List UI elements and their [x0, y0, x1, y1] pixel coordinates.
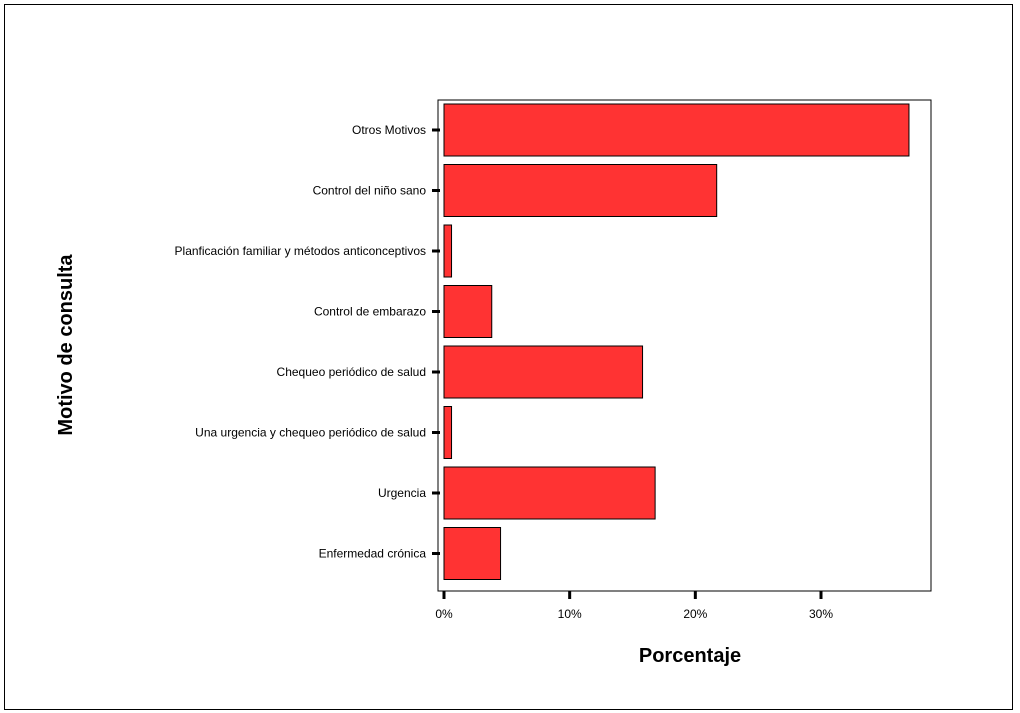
- bar: [443, 406, 453, 459]
- category-label: Urgencia: [378, 486, 426, 500]
- x-tick-label: 0%: [435, 607, 453, 621]
- category-label: Una urgencia y chequeo periódico de salu…: [195, 426, 426, 440]
- bar: [443, 164, 718, 217]
- bar: [443, 285, 493, 338]
- bar: [443, 527, 502, 580]
- category-label: Planficación familiar y métodos anticonc…: [175, 244, 426, 258]
- category-label: Control de embarazo: [314, 305, 426, 319]
- category-label: Control del niño sano: [313, 184, 427, 198]
- x-tick-label: 30%: [809, 607, 833, 621]
- bar: [443, 466, 656, 520]
- category-label: Enfermedad crónica: [319, 547, 427, 561]
- bar: [443, 224, 453, 278]
- category-label: Otros Motivos: [352, 123, 426, 137]
- category-label: Chequeo periódico de salud: [277, 365, 426, 379]
- y-axis-title: Motivo de consulta: [55, 254, 77, 436]
- x-tick-label: 10%: [558, 607, 582, 621]
- x-tick-label: 20%: [683, 607, 707, 621]
- bar: [443, 103, 910, 157]
- x-axis-title: Porcentaje: [639, 645, 741, 667]
- bar: [443, 345, 644, 399]
